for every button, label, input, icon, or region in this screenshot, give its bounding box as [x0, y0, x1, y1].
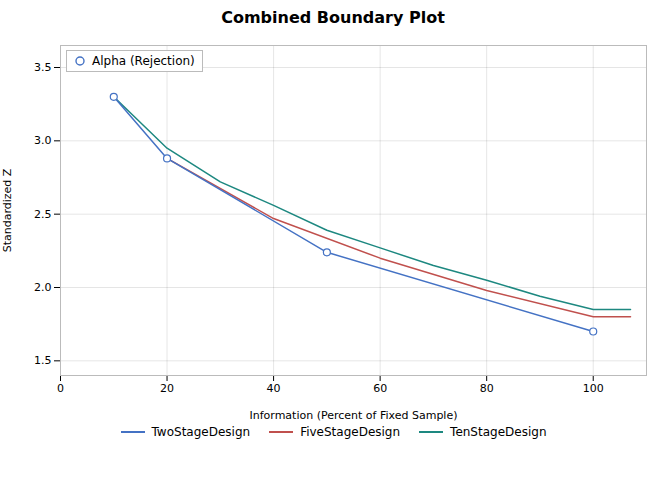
svg-text:2.5: 2.5 — [34, 208, 52, 221]
html-text:TenStageDesign: TenStageDesign — [450, 425, 547, 439]
svg-text:Information (Percent of Fixed: Information (Percent of Fixed Sample) — [250, 409, 458, 422]
html-text:Combined Boundary Plot: Combined Boundary Plot — [221, 8, 445, 27]
svg-text:3.0: 3.0 — [34, 134, 52, 147]
svg-text:3.5: 3.5 — [34, 61, 52, 74]
html-text:Alpha (Rejection): Alpha (Rejection) — [92, 54, 195, 68]
html-text:TwoStageDesign: TwoStageDesign — [151, 425, 251, 439]
svg-text:2.0: 2.0 — [34, 281, 52, 294]
svg-text:Standardized Z: Standardized Z — [1, 168, 14, 252]
html-text:FiveStageDesign: FiveStageDesign — [300, 425, 401, 439]
svg-text:0: 0 — [57, 382, 64, 395]
svg-text:40: 40 — [267, 382, 281, 395]
svg-text:1.5: 1.5 — [34, 354, 52, 367]
svg-text:20: 20 — [160, 382, 174, 395]
svg-text:100: 100 — [583, 382, 604, 395]
svg-text:80: 80 — [480, 382, 494, 395]
svg-text:60: 60 — [373, 382, 387, 395]
